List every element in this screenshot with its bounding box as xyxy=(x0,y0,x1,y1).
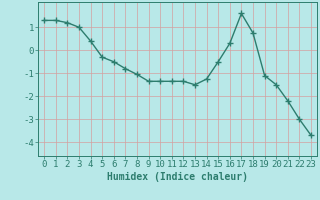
X-axis label: Humidex (Indice chaleur): Humidex (Indice chaleur) xyxy=(107,172,248,182)
